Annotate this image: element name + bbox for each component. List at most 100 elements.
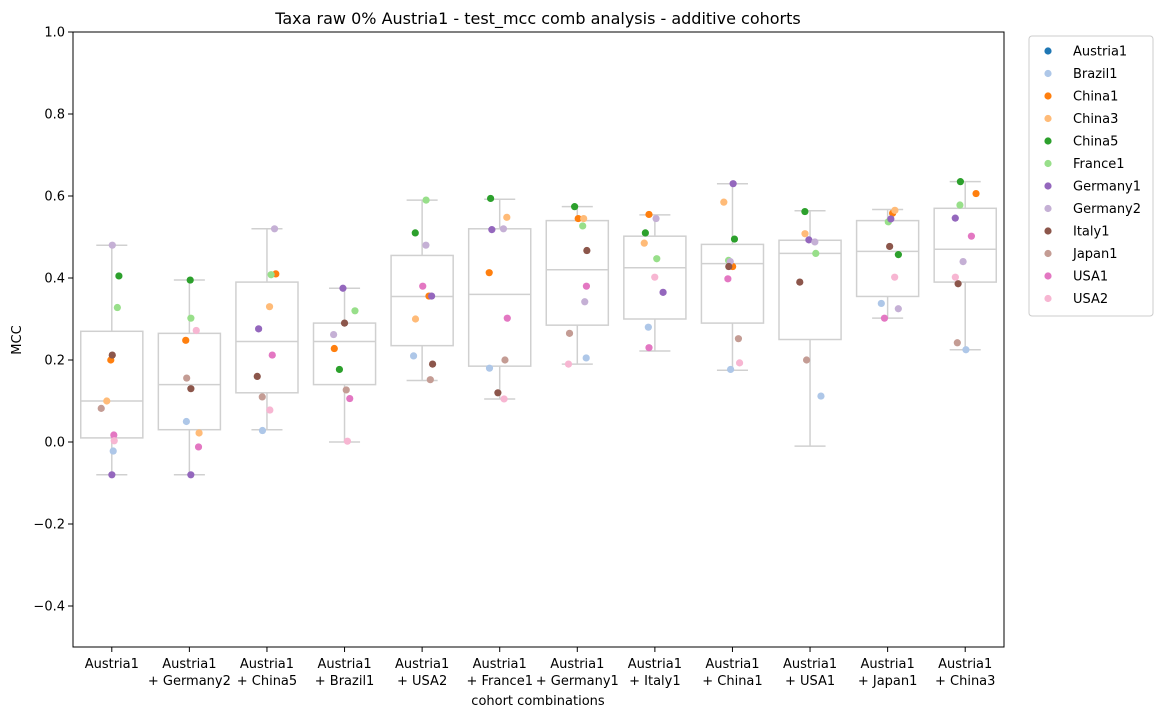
point-Germany2 [270, 225, 279, 233]
x-tick-label: Austria1 [395, 657, 449, 672]
point-Japan1 [258, 393, 266, 401]
legend-label: China3 [1073, 112, 1118, 127]
point-USA1 [110, 431, 118, 439]
point-Brazil1 [962, 346, 970, 354]
legend-label: China1 [1073, 90, 1118, 105]
point-China3 [195, 429, 203, 437]
point-Germany2 [811, 238, 819, 246]
point-Japan1 [565, 329, 574, 337]
box-iqr [700, 243, 765, 324]
point-Brazil1 [644, 323, 652, 331]
point-USA2 [891, 273, 899, 281]
point-USA2 [564, 360, 573, 368]
x-tick-label: Austria1 [705, 657, 759, 672]
point-USA1 [419, 282, 427, 290]
point-USA1 [346, 394, 354, 403]
point-Brazil1 [485, 364, 494, 372]
point-China1 [972, 189, 980, 198]
x-tick-label: Austria1 [550, 657, 604, 672]
point-China3 [580, 214, 588, 223]
legend-marker [1044, 272, 1052, 280]
point-USA1 [724, 275, 732, 283]
x-tick-label: Austria1 [861, 657, 915, 672]
point-Brazil1 [109, 447, 117, 455]
point-Japan1 [426, 376, 434, 384]
point-Germany1 [108, 471, 116, 479]
point-Germany1 [488, 226, 496, 234]
x-tick-label: + Japan1 [858, 674, 918, 689]
point-USA2 [735, 359, 744, 367]
legend-label: China5 [1073, 135, 1118, 150]
x-tick-label: + USA1 [785, 674, 835, 689]
point-Germany2 [894, 305, 902, 313]
legend-label: Germany1 [1073, 180, 1141, 195]
point-Italy1 [725, 262, 733, 271]
point-Germany1 [187, 471, 195, 479]
point-USA2 [110, 437, 118, 445]
point-France1 [653, 255, 661, 263]
point-Japan1 [183, 374, 191, 382]
series-Italy1 [108, 242, 962, 397]
point-China5 [186, 276, 194, 284]
y-tick-label: 0.0 [44, 436, 65, 451]
point-Germany2 [959, 258, 967, 266]
legend-label: Germany2 [1073, 202, 1141, 217]
point-Germany1 [659, 288, 667, 296]
point-Germany1 [339, 284, 347, 292]
box-iqr [467, 228, 532, 367]
y-tick-label: 0.6 [44, 190, 65, 205]
point-China1 [330, 344, 338, 353]
point-China5 [801, 207, 809, 216]
box-iqr [623, 235, 687, 320]
point-France1 [956, 201, 964, 209]
point-Germany1 [729, 180, 737, 188]
point-China3 [265, 303, 274, 311]
legend-label: Italy1 [1073, 225, 1109, 240]
box-4 [390, 199, 454, 382]
point-Japan1 [501, 356, 509, 364]
plot-content [80, 178, 997, 479]
point-Germany1 [805, 236, 813, 244]
legend-marker [1044, 294, 1052, 303]
x-tick-label: Austria1 [317, 657, 371, 672]
y-tick-label: 0.2 [44, 354, 65, 369]
x-tick-label: + Italy1 [629, 674, 681, 689]
point-China5 [571, 203, 579, 211]
point-Germany2 [499, 225, 508, 233]
series-China5 [115, 178, 965, 374]
point-USA2 [651, 273, 659, 281]
point-Japan1 [953, 339, 961, 347]
x-axis: Austria1 Austria1 + Germany2 Austria1 + Chin… [85, 647, 995, 689]
series-Brazil1 [109, 299, 970, 455]
point-Brazil1 [258, 426, 267, 435]
legend-label: Japan1 [1072, 247, 1118, 262]
point-China5 [894, 251, 902, 259]
box-iqr [235, 281, 299, 394]
point-Italy1 [428, 360, 437, 368]
point-USA2 [500, 395, 508, 403]
series-China3 [103, 198, 899, 437]
point-USA1 [503, 314, 511, 322]
point-China3 [103, 397, 111, 405]
point-China3 [411, 315, 420, 323]
series-Germany1 [108, 180, 959, 479]
point-Japan1 [802, 356, 811, 364]
point-China1 [645, 210, 653, 219]
series-France1 [113, 196, 964, 322]
point-France1 [187, 314, 195, 322]
point-Italy1 [253, 372, 261, 380]
series-USA2 [110, 273, 959, 445]
point-Japan1 [342, 386, 350, 394]
point-France1 [422, 196, 430, 204]
legend-label: USA1 [1073, 270, 1108, 285]
box-iqr [390, 254, 454, 347]
x-tick-label: Austria1 [240, 657, 294, 672]
legend-marker [1044, 47, 1052, 55]
box-iqr [157, 332, 222, 431]
point-China5 [335, 365, 344, 374]
legend-marker [1044, 182, 1052, 190]
legend-marker [1044, 204, 1052, 213]
point-China5 [115, 272, 123, 280]
x-tick-label: + USA2 [397, 674, 447, 689]
